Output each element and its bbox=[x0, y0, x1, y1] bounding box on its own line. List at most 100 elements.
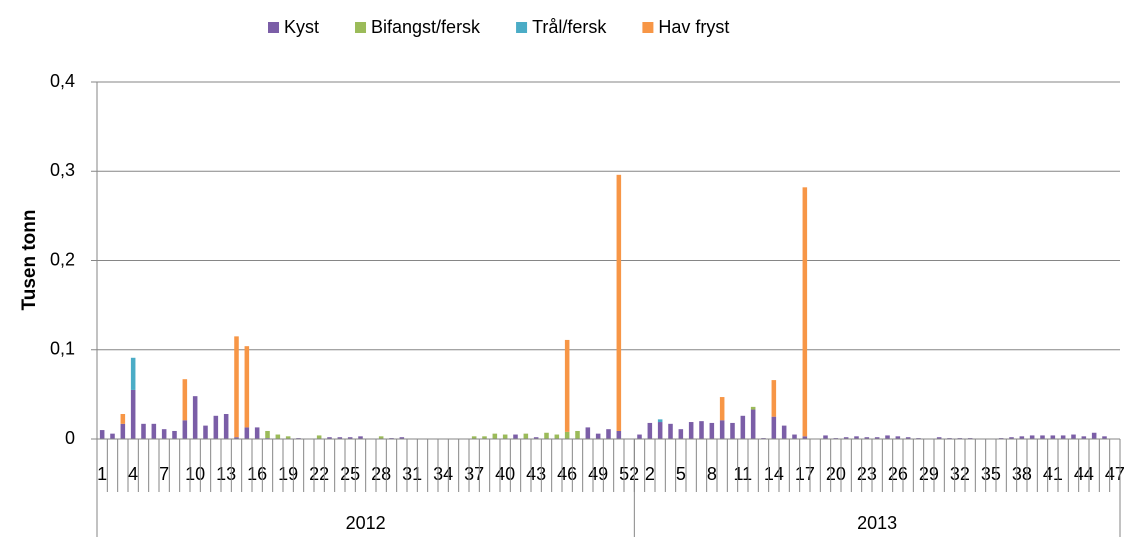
bar-segment bbox=[482, 436, 487, 439]
bar-segment bbox=[234, 437, 239, 439]
bar-segment bbox=[771, 416, 777, 439]
bar-segment bbox=[172, 430, 177, 439]
bar-segment bbox=[771, 380, 777, 417]
x-tick-label: 19 bbox=[278, 464, 298, 484]
bar-segment bbox=[265, 430, 270, 439]
legend-swatch bbox=[268, 22, 279, 33]
bar-segment bbox=[285, 436, 291, 439]
bar-segment bbox=[316, 435, 322, 439]
bar-segment bbox=[347, 437, 353, 439]
y-tick-label: 0,3 bbox=[50, 160, 75, 180]
bar-segment bbox=[1102, 436, 1107, 439]
bar-segment bbox=[688, 422, 694, 439]
bar-segment bbox=[905, 437, 911, 439]
bar-segment bbox=[151, 423, 157, 439]
bar-segment bbox=[885, 435, 890, 439]
x-tick-label: 35 bbox=[981, 464, 1001, 484]
legend-label: Hav fryst bbox=[658, 17, 729, 37]
bar-segment bbox=[585, 427, 591, 439]
bar-segment bbox=[1071, 434, 1076, 439]
bar-segment bbox=[110, 433, 115, 439]
bar-segment bbox=[213, 415, 219, 439]
x-tick-label: 29 bbox=[919, 464, 939, 484]
legend-swatch bbox=[642, 22, 654, 33]
x-tick-label: 28 bbox=[371, 464, 391, 484]
y-tick-label: 0,1 bbox=[50, 339, 75, 359]
bar-segment bbox=[337, 437, 343, 439]
x-tick-label: 52 bbox=[619, 464, 639, 484]
bar-segment bbox=[740, 415, 746, 439]
bar-segment bbox=[378, 436, 384, 439]
x-tick-label: 11 bbox=[733, 464, 752, 484]
x-tick-label: 41 bbox=[1043, 464, 1063, 484]
bar-segment bbox=[554, 434, 560, 439]
bar-segment bbox=[864, 437, 870, 439]
legend-swatch bbox=[355, 22, 367, 33]
bar-segment bbox=[564, 339, 570, 432]
x-tick-label: 8 bbox=[707, 464, 717, 484]
x-tick-label: 13 bbox=[216, 464, 236, 484]
bar-segment bbox=[1009, 437, 1014, 439]
x-tick-label: 17 bbox=[795, 464, 815, 484]
bar-segment bbox=[182, 379, 188, 421]
bar-segment bbox=[616, 430, 622, 439]
bar-segment bbox=[575, 430, 580, 439]
bar-segment bbox=[781, 425, 787, 439]
x-tick-label: 49 bbox=[588, 464, 608, 484]
bar-segment bbox=[792, 434, 797, 439]
bar-segment bbox=[234, 336, 239, 438]
x-tick-label: 47 bbox=[1105, 464, 1125, 484]
bar-segment bbox=[244, 346, 250, 428]
bar-segment bbox=[657, 422, 663, 439]
x-tick-label: 14 bbox=[764, 464, 784, 484]
bar-segment bbox=[203, 425, 208, 439]
bar-segment bbox=[843, 437, 849, 439]
bar-segment bbox=[709, 422, 715, 439]
bar-segment bbox=[719, 420, 725, 439]
bar-segment bbox=[523, 433, 529, 439]
legend-label: Kyst bbox=[284, 17, 319, 37]
bar-segment bbox=[730, 422, 735, 439]
bar-segment bbox=[1081, 436, 1087, 439]
bar-segment bbox=[502, 434, 508, 439]
bar-segment bbox=[120, 423, 126, 439]
bar-segment bbox=[1040, 435, 1045, 439]
x-tick-label: 10 bbox=[185, 464, 205, 484]
x-tick-label: 4 bbox=[128, 464, 138, 484]
x-tick-label: 26 bbox=[888, 464, 908, 484]
x-tick-label: 16 bbox=[247, 464, 267, 484]
x-tick-label: 2 bbox=[645, 464, 655, 484]
bar-segment bbox=[657, 419, 663, 423]
bar-segment bbox=[358, 436, 363, 439]
y-tick-label: 0,2 bbox=[50, 249, 75, 269]
bar-segment bbox=[595, 433, 601, 439]
bar-segment bbox=[192, 396, 198, 439]
bar-segment bbox=[471, 436, 477, 439]
x-tick-label: 23 bbox=[857, 464, 877, 484]
bar-segment bbox=[854, 436, 859, 439]
bar-segment bbox=[936, 437, 942, 439]
x-tick-label: 40 bbox=[495, 464, 515, 484]
bar-segment bbox=[1050, 435, 1056, 439]
bar-segment bbox=[668, 423, 673, 439]
bar-segment bbox=[750, 406, 756, 410]
bar-segment bbox=[802, 436, 808, 439]
bar-segment bbox=[141, 423, 146, 439]
x-tick-label: 1 bbox=[97, 464, 107, 484]
bar-segment bbox=[161, 429, 167, 439]
bar-segment bbox=[533, 437, 539, 439]
y-axis-title: Tusen tonn bbox=[19, 210, 40, 311]
bar-segment bbox=[182, 420, 188, 439]
bar-segment bbox=[544, 432, 549, 439]
x-tick-label: 43 bbox=[526, 464, 546, 484]
bar-segment bbox=[120, 414, 126, 424]
x-tick-label: 20 bbox=[826, 464, 846, 484]
bar-segment bbox=[327, 437, 332, 439]
bar-segment bbox=[699, 421, 704, 439]
bar-segment bbox=[895, 436, 901, 439]
x-tick-label: 37 bbox=[464, 464, 484, 484]
bar-segment bbox=[647, 422, 653, 439]
bar-segment bbox=[616, 174, 622, 431]
bar-segment bbox=[223, 414, 229, 439]
x-tick-label: 44 bbox=[1074, 464, 1094, 484]
